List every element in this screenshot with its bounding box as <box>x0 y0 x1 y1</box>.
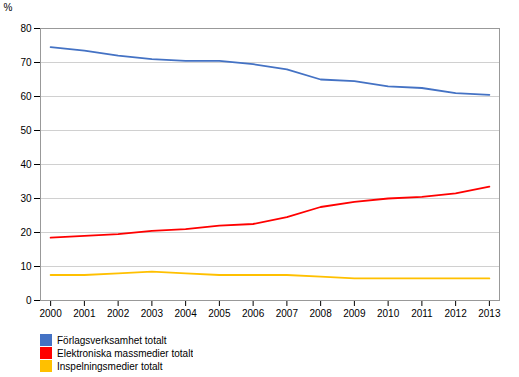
svg-text:2007: 2007 <box>276 308 299 319</box>
svg-text:0: 0 <box>26 295 32 306</box>
svg-text:40: 40 <box>20 159 32 170</box>
svg-text:30: 30 <box>20 193 32 204</box>
svg-text:80: 80 <box>20 23 32 34</box>
svg-text:2010: 2010 <box>377 308 400 319</box>
svg-text:2005: 2005 <box>208 308 231 319</box>
html-text:Elektroniska massmedier totalt: Elektroniska massmedier totalt <box>57 347 194 359</box>
svg-text:2000: 2000 <box>40 308 63 319</box>
svg-text:2001: 2001 <box>73 308 96 319</box>
svg-text:2008: 2008 <box>310 308 333 319</box>
html-text:Förlagsverksamhet totalt: Förlagsverksamhet totalt <box>57 334 167 346</box>
svg-text:2009: 2009 <box>343 308 366 319</box>
svg-text:%: % <box>4 2 13 13</box>
svg-text:50: 50 <box>20 125 32 136</box>
svg-text:2006: 2006 <box>242 308 265 319</box>
svg-text:60: 60 <box>20 91 32 102</box>
svg-text:2011: 2011 <box>411 308 433 319</box>
svg-text:2003: 2003 <box>141 308 164 319</box>
svg-text:2002: 2002 <box>107 308 130 319</box>
svg-text:2012: 2012 <box>445 308 468 319</box>
html-text:Inspelningsmedier totalt: Inspelningsmedier totalt <box>57 360 163 372</box>
svg-text:70: 70 <box>20 57 32 68</box>
svg-text:2013: 2013 <box>478 308 501 319</box>
svg-text:20: 20 <box>20 227 32 238</box>
svg-text:2004: 2004 <box>175 308 198 319</box>
svg-text:10: 10 <box>20 261 32 272</box>
